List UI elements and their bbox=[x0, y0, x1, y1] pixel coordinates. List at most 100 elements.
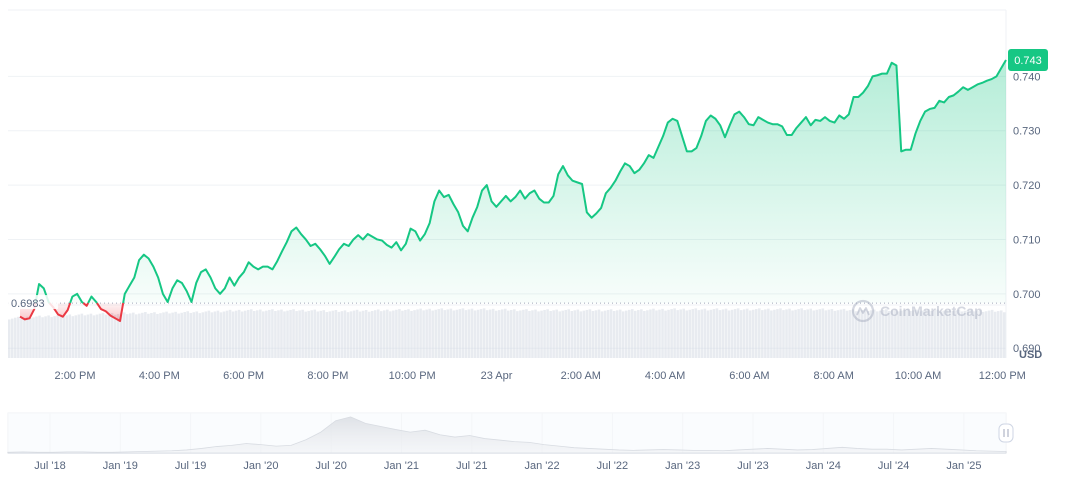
volume-bar bbox=[627, 309, 631, 358]
y-tick-label: 0.710 bbox=[1013, 234, 1041, 246]
volume-bar bbox=[612, 311, 616, 358]
volume-bar bbox=[268, 309, 271, 358]
volume-bar bbox=[712, 309, 716, 358]
y-tick-label: 0.690 bbox=[1013, 343, 1041, 355]
volume-bar bbox=[113, 314, 117, 358]
volume-bar bbox=[812, 310, 816, 358]
volume-bar bbox=[177, 313, 180, 358]
volume-bar bbox=[313, 309, 317, 358]
volume-bar bbox=[379, 311, 383, 358]
volume-bar bbox=[440, 308, 444, 358]
volume-bar bbox=[165, 311, 168, 358]
overview-navigator[interactable]: Jul '18 Jan '19 Jul '19 Jan '20 Jul '20 Jan '… bbox=[7, 412, 1014, 472]
volume-bar bbox=[316, 311, 320, 358]
volume-bar bbox=[921, 310, 924, 358]
volume-bar bbox=[183, 312, 186, 358]
volume-bar bbox=[963, 310, 967, 358]
volume-bar bbox=[383, 310, 386, 358]
volume-bar bbox=[549, 311, 552, 358]
volume-bar bbox=[969, 309, 973, 358]
volume-bar bbox=[878, 310, 882, 358]
volume-bar bbox=[534, 309, 537, 358]
volume-bar bbox=[682, 308, 685, 358]
volume-bar bbox=[449, 308, 453, 358]
volume-bar bbox=[192, 312, 196, 358]
volume-bar bbox=[540, 310, 543, 358]
volume-bar bbox=[62, 316, 66, 358]
overview-x-tick-label: Jan '20 bbox=[243, 460, 278, 472]
volume-bar bbox=[915, 309, 918, 358]
volume-bar bbox=[924, 309, 927, 358]
volume-bar bbox=[996, 311, 1000, 358]
volume-bar bbox=[658, 309, 661, 358]
x-tick-label: 23 Apr bbox=[481, 370, 513, 382]
volume-bar bbox=[670, 309, 673, 358]
volume-bar bbox=[718, 310, 722, 358]
overview-selection-range[interactable] bbox=[8, 413, 1006, 453]
volume-bar bbox=[32, 317, 35, 358]
price-line-up bbox=[34, 59, 1007, 304]
volume-bar bbox=[531, 310, 534, 358]
overview-range-handle[interactable] bbox=[998, 423, 1014, 443]
volume-bar bbox=[664, 310, 667, 358]
volume-bar bbox=[71, 316, 75, 358]
volume-bar bbox=[791, 310, 794, 358]
volume-bar bbox=[543, 309, 546, 358]
volume-bar bbox=[479, 309, 483, 358]
volume-bar bbox=[579, 311, 583, 358]
volume-bar bbox=[110, 313, 114, 358]
volume-bar bbox=[38, 315, 41, 358]
volume-bar bbox=[35, 316, 38, 358]
volume-bar bbox=[295, 311, 298, 358]
volume-bar bbox=[724, 308, 728, 358]
volume-bar bbox=[74, 315, 78, 358]
volume-bar bbox=[730, 309, 734, 358]
x-tick-label: 12:00 PM bbox=[979, 370, 1026, 382]
y-axis: 0.740 0.730 0.720 0.710 0.700 0.690 bbox=[1013, 71, 1041, 355]
volume-bar bbox=[47, 315, 50, 358]
volume-bar bbox=[981, 311, 985, 358]
volume-bar bbox=[373, 310, 377, 358]
volume-bar bbox=[398, 309, 401, 358]
volume-bar bbox=[128, 313, 132, 358]
volume-bar bbox=[255, 310, 259, 358]
volume-bar bbox=[367, 311, 371, 358]
volume-bar bbox=[999, 310, 1003, 358]
volume-bar bbox=[739, 310, 743, 358]
volume-bar bbox=[918, 311, 921, 358]
volume-bar bbox=[555, 309, 558, 358]
volume-bar bbox=[634, 310, 637, 358]
volume-bar bbox=[249, 309, 253, 358]
volume-bars bbox=[8, 308, 1006, 358]
volume-bar bbox=[679, 309, 682, 358]
volume-bar bbox=[706, 310, 710, 358]
volume-bar bbox=[748, 310, 752, 358]
overview-x-tick-label: Jul '24 bbox=[878, 460, 909, 472]
volume-bar bbox=[782, 310, 785, 358]
volume-bar bbox=[361, 310, 365, 358]
volume-bar bbox=[854, 311, 858, 358]
volume-bar bbox=[888, 311, 891, 358]
x-tick-label: 2:00 PM bbox=[55, 370, 96, 382]
y-tick-label: 0.730 bbox=[1013, 126, 1041, 138]
overview-area bbox=[7, 416, 1007, 454]
volume-bar bbox=[522, 309, 525, 358]
volume-bar bbox=[186, 311, 189, 358]
volume-bar bbox=[643, 311, 646, 358]
volume-bar bbox=[516, 311, 519, 358]
volume-bar bbox=[419, 308, 422, 358]
volume-bar bbox=[141, 312, 144, 358]
volume-bar bbox=[585, 309, 589, 358]
volume-bar bbox=[891, 310, 894, 358]
overview-x-tick-label: Jul '23 bbox=[737, 460, 768, 472]
volume-bar bbox=[767, 308, 770, 358]
volume-bar bbox=[676, 310, 679, 358]
volume-bar bbox=[582, 310, 586, 358]
volume-bar bbox=[301, 309, 304, 358]
volume-bar bbox=[930, 311, 933, 358]
volume-bar bbox=[201, 312, 205, 358]
volume-bar bbox=[933, 310, 936, 358]
volume-bar bbox=[561, 310, 565, 358]
